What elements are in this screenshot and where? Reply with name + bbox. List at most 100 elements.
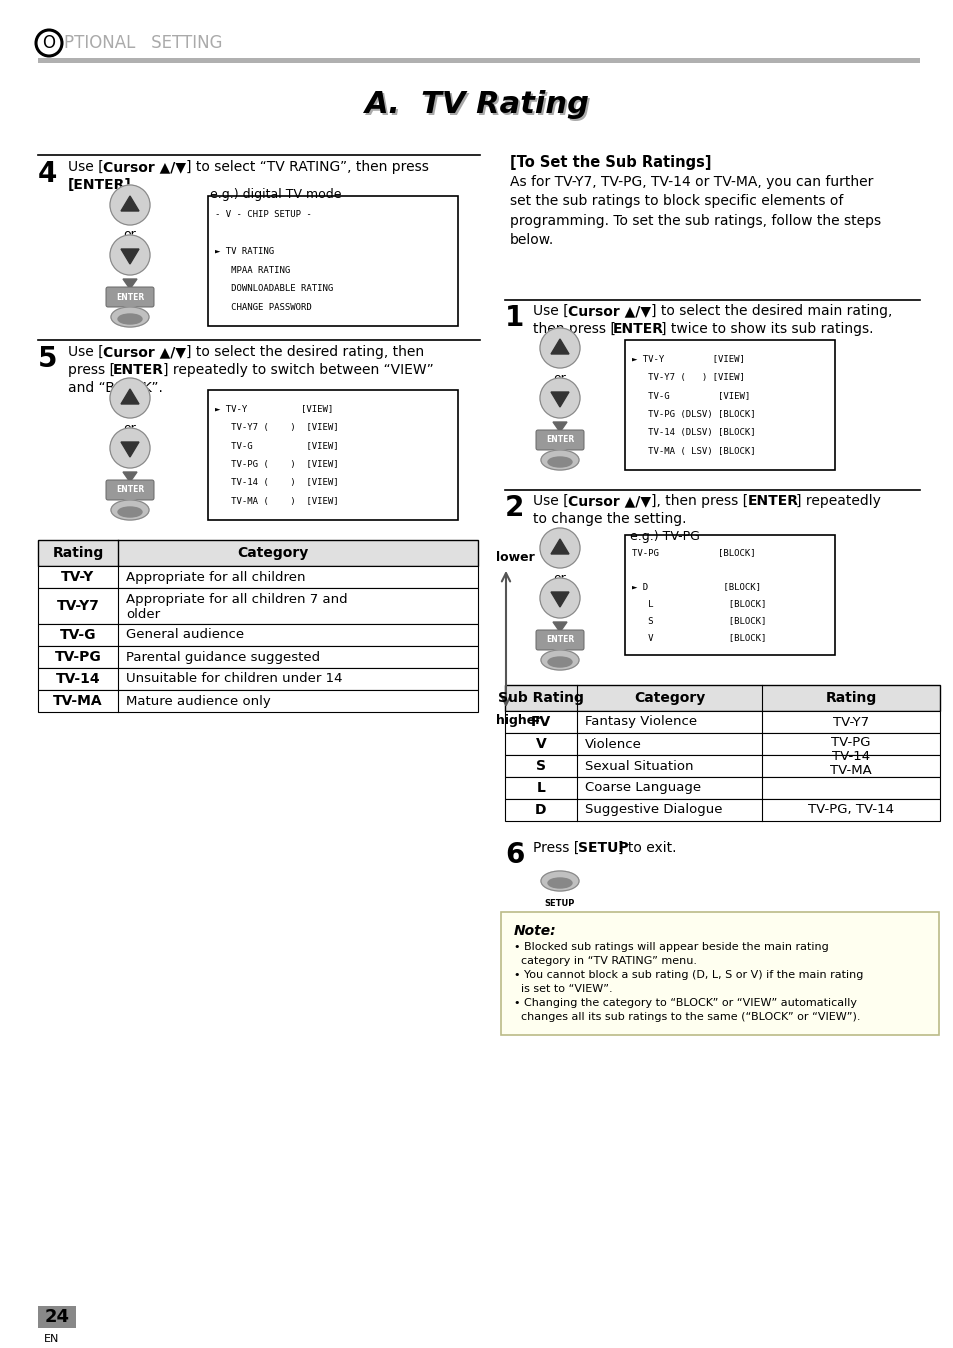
Ellipse shape xyxy=(118,507,142,518)
Text: Use [: Use [ xyxy=(533,493,568,508)
Text: TV-14 (    )  [VIEW]: TV-14 ( ) [VIEW] xyxy=(214,479,338,488)
Text: Cursor ▲/▼: Cursor ▲/▼ xyxy=(103,160,186,174)
Text: ] to select the desired rating, then: ] to select the desired rating, then xyxy=(186,345,424,359)
Text: ] to select the desired main rating,: ] to select the desired main rating, xyxy=(650,305,891,318)
Ellipse shape xyxy=(547,656,572,667)
Text: ENTER: ENTER xyxy=(747,493,799,508)
Text: TV-G         [VIEW]: TV-G [VIEW] xyxy=(631,391,749,400)
Text: TV-PG (DLSV) [BLOCK]: TV-PG (DLSV) [BLOCK] xyxy=(631,410,755,419)
Text: ENTER: ENTER xyxy=(613,322,663,336)
Text: 5: 5 xyxy=(38,345,57,373)
Text: Coarse Language: Coarse Language xyxy=(584,782,700,794)
Text: • Changing the category to “BLOCK” or “VIEW” automatically: • Changing the category to “BLOCK” or “V… xyxy=(514,998,856,1008)
Text: Use [: Use [ xyxy=(68,160,104,174)
FancyBboxPatch shape xyxy=(504,710,939,733)
Polygon shape xyxy=(123,472,137,483)
Text: Unsuitable for children under 14: Unsuitable for children under 14 xyxy=(126,673,342,686)
Polygon shape xyxy=(121,249,139,264)
Text: press [: press [ xyxy=(68,363,115,377)
Text: ENTER: ENTER xyxy=(545,635,574,644)
FancyBboxPatch shape xyxy=(500,913,938,1035)
Ellipse shape xyxy=(111,307,149,328)
Text: ENTER: ENTER xyxy=(115,293,144,302)
FancyBboxPatch shape xyxy=(536,630,583,650)
Circle shape xyxy=(110,185,150,225)
Polygon shape xyxy=(121,442,139,457)
Text: Fantasy Violence: Fantasy Violence xyxy=(584,716,697,728)
Text: ► D              [BLOCK]: ► D [BLOCK] xyxy=(631,582,760,590)
FancyBboxPatch shape xyxy=(38,566,477,588)
Text: Appropriate for all children: Appropriate for all children xyxy=(126,570,305,584)
FancyBboxPatch shape xyxy=(624,535,834,655)
Polygon shape xyxy=(121,390,139,404)
FancyBboxPatch shape xyxy=(38,58,919,63)
Text: ENTER: ENTER xyxy=(112,363,164,377)
Text: TV-PG, TV-14: TV-PG, TV-14 xyxy=(807,803,893,817)
Text: ► TV-Y         [VIEW]: ► TV-Y [VIEW] xyxy=(631,355,744,363)
Text: Parental guidance suggested: Parental guidance suggested xyxy=(126,651,320,663)
Text: is set to “VIEW”.: is set to “VIEW”. xyxy=(514,984,612,993)
Text: ] to select “TV RATING”, then press: ] to select “TV RATING”, then press xyxy=(186,160,429,174)
Text: ] to exit.: ] to exit. xyxy=(618,841,676,855)
Text: Category: Category xyxy=(633,692,704,705)
Text: or: or xyxy=(553,572,566,585)
Ellipse shape xyxy=(547,457,572,466)
FancyBboxPatch shape xyxy=(38,624,477,646)
Text: Sexual Situation: Sexual Situation xyxy=(584,759,693,772)
Text: TV-MA: TV-MA xyxy=(53,694,103,708)
Text: TV-MA (    )  [VIEW]: TV-MA ( ) [VIEW] xyxy=(214,497,338,506)
Text: O: O xyxy=(43,34,55,53)
Text: TV-PG: TV-PG xyxy=(54,650,101,665)
Text: Cursor ▲/▼: Cursor ▲/▼ xyxy=(103,345,186,359)
Text: TV-Y7: TV-Y7 xyxy=(56,599,99,613)
Text: Cursor ▲/▼: Cursor ▲/▼ xyxy=(567,305,650,318)
Text: • You cannot block a sub rating (D, L, S or V) if the main rating: • You cannot block a sub rating (D, L, S… xyxy=(514,971,862,980)
Text: Rating: Rating xyxy=(52,546,104,559)
Text: TV-Y7 (    )  [VIEW]: TV-Y7 ( ) [VIEW] xyxy=(214,423,338,431)
Text: 2: 2 xyxy=(504,493,524,522)
Circle shape xyxy=(110,377,150,418)
Text: As for TV-Y7, TV-PG, TV-14 or TV-MA, you can further
set the sub ratings to bloc: As for TV-Y7, TV-PG, TV-14 or TV-MA, you… xyxy=(510,175,881,248)
Text: [ENTER].: [ENTER]. xyxy=(68,178,137,191)
Text: TV-Y7: TV-Y7 xyxy=(832,716,868,728)
Text: [To Set the Sub Ratings]: [To Set the Sub Ratings] xyxy=(510,155,711,170)
Text: to change the setting.: to change the setting. xyxy=(533,512,686,526)
Text: TV-PG           [BLOCK]: TV-PG [BLOCK] xyxy=(631,547,755,557)
Text: ] repeatedly: ] repeatedly xyxy=(795,493,880,508)
Text: TV-G          [VIEW]: TV-G [VIEW] xyxy=(214,441,338,450)
Text: TV-MA ( LSV) [BLOCK]: TV-MA ( LSV) [BLOCK] xyxy=(631,448,755,456)
Text: S              [BLOCK]: S [BLOCK] xyxy=(631,616,765,625)
Text: lower: lower xyxy=(496,551,535,563)
Text: Use [: Use [ xyxy=(533,305,568,318)
Text: S: S xyxy=(536,759,545,772)
Text: SETUP: SETUP xyxy=(578,841,628,855)
Text: e.g.) digital TV mode: e.g.) digital TV mode xyxy=(210,187,341,201)
Circle shape xyxy=(539,377,579,418)
Text: higher: higher xyxy=(496,714,540,727)
Text: General audience: General audience xyxy=(126,628,244,642)
Text: then press [: then press [ xyxy=(533,322,616,336)
Polygon shape xyxy=(551,338,568,355)
Text: MPAA RATING: MPAA RATING xyxy=(214,266,290,275)
Polygon shape xyxy=(123,279,137,288)
Text: TV-Y: TV-Y xyxy=(61,570,94,584)
Text: ENTER: ENTER xyxy=(115,485,144,495)
Text: ► TV-Y          [VIEW]: ► TV-Y [VIEW] xyxy=(214,404,333,412)
Circle shape xyxy=(110,429,150,468)
Text: Press [: Press [ xyxy=(533,841,578,855)
Text: DOWNLOADABLE RATING: DOWNLOADABLE RATING xyxy=(214,284,333,294)
Text: L: L xyxy=(536,780,545,795)
Text: e.g.) TV-PG: e.g.) TV-PG xyxy=(629,530,700,543)
FancyBboxPatch shape xyxy=(624,340,834,470)
Text: Use [: Use [ xyxy=(68,345,104,359)
Text: 4: 4 xyxy=(38,160,57,187)
FancyBboxPatch shape xyxy=(38,1306,76,1328)
FancyBboxPatch shape xyxy=(504,733,939,755)
Ellipse shape xyxy=(118,314,142,324)
FancyBboxPatch shape xyxy=(106,287,153,307)
Text: ENTER: ENTER xyxy=(545,435,574,445)
Text: PTIONAL   SETTING: PTIONAL SETTING xyxy=(64,34,222,53)
FancyBboxPatch shape xyxy=(208,390,457,520)
Text: or: or xyxy=(124,229,136,241)
Text: or: or xyxy=(553,372,566,384)
